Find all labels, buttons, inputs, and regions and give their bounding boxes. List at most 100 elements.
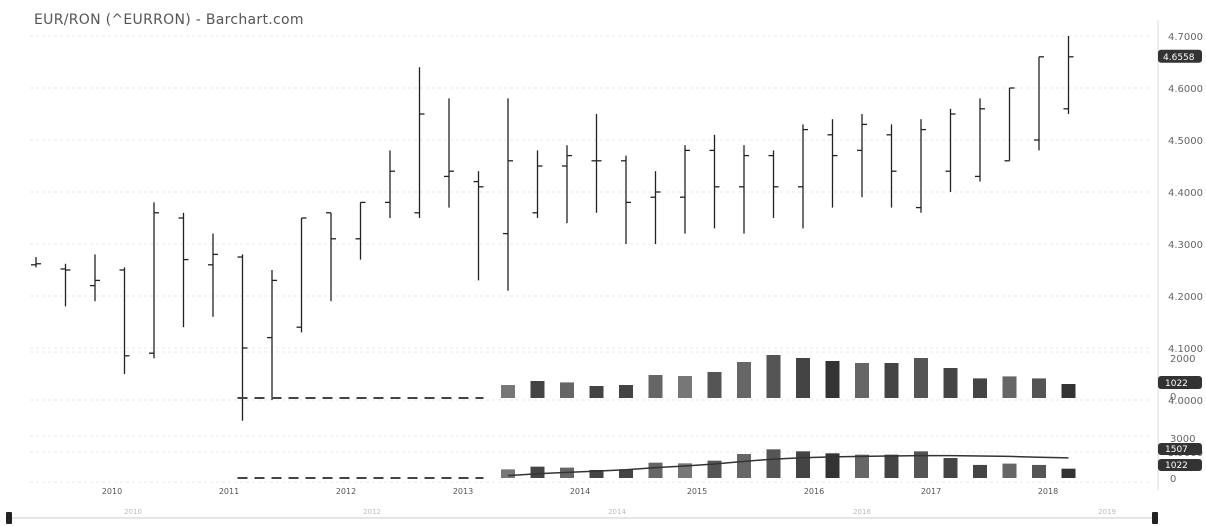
volume-bar	[737, 362, 751, 398]
ohlc-bar	[355, 201, 366, 260]
ohlc-bar	[916, 119, 926, 213]
volume-bar	[1032, 378, 1046, 398]
volume-bar	[943, 368, 958, 398]
panel-2-tick-label: 2000	[1170, 354, 1195, 365]
volume-bar	[855, 454, 869, 478]
volume-bar	[766, 449, 781, 478]
ohlc-bar	[798, 124, 808, 229]
x-tick-label: 2010	[102, 487, 122, 496]
volume-bar	[855, 363, 869, 398]
y-tick-label: 4.2000	[1168, 292, 1203, 303]
volume-bar	[589, 470, 604, 478]
volume-bar	[648, 462, 663, 478]
axes: 4.7000 4.6000 4.5000 4.4000 4.3000 4.2000 4.10…	[10, 32, 1203, 519]
ohlc-bar	[385, 150, 395, 218]
ohlc-bar	[1034, 56, 1044, 151]
volume-bar	[560, 382, 574, 398]
volume-bar	[1002, 376, 1017, 398]
volume-bar	[796, 451, 810, 478]
panel-2-bars	[237, 355, 1076, 399]
volume-bar	[825, 361, 840, 398]
navigator-tick-label: 2014	[608, 508, 626, 516]
ohlc-bar	[650, 171, 661, 244]
gridlines	[30, 20, 1159, 490]
volume-bar	[619, 385, 633, 398]
ohlc-bar	[60, 263, 71, 307]
volume-bar	[619, 469, 633, 478]
panel-3-badge-1-text: 1507	[1165, 445, 1188, 455]
ohlc-bar	[945, 108, 956, 192]
panel-2-tick-label: 0	[1170, 392, 1176, 403]
ohlc-bar	[1063, 36, 1074, 114]
ohlc-bar	[827, 119, 838, 208]
ohlc-bar	[178, 212, 189, 328]
volume-bar	[1002, 463, 1017, 478]
volume-bar	[737, 454, 751, 478]
ohlc-bar	[444, 98, 454, 208]
y-tick-label: 4.3000	[1168, 240, 1203, 251]
ohlc-bar	[680, 145, 690, 234]
volume-bar	[973, 464, 987, 478]
x-tick-label: 2014	[570, 487, 590, 496]
left-range-handle[interactable]	[6, 512, 12, 524]
volume-bar	[914, 451, 928, 478]
ohlc-bar	[591, 114, 602, 213]
volume-bar	[1061, 468, 1076, 478]
x-tick-label: 2018	[1038, 487, 1058, 496]
navigator-tick-label: 2010	[124, 508, 142, 516]
ohlc-bar	[90, 254, 100, 302]
y-tick-label: 4.1000	[1168, 344, 1203, 355]
volume-bar	[973, 378, 987, 398]
ohlc-bar	[414, 67, 425, 218]
volume-bar	[884, 363, 899, 398]
panel-3-tick-label: 3000	[1170, 434, 1195, 445]
volume-bar	[943, 458, 958, 478]
ohlc-bar	[326, 212, 336, 302]
navigator-tick-label: 2016	[853, 508, 871, 516]
volume-bar	[914, 358, 928, 398]
panel-3-badge-2	[1158, 459, 1202, 471]
ohlc-bar	[208, 233, 218, 317]
ohlc-bar	[975, 98, 985, 182]
ohlc-bar	[768, 150, 779, 218]
panel-2-badge	[1158, 376, 1202, 389]
navigator-tick-label: 2012	[363, 508, 381, 516]
panel-3-tick-label: 0	[1170, 474, 1176, 485]
volume-bar	[530, 466, 545, 478]
y-tick-label: 4.0000	[1168, 396, 1203, 407]
ohlc-bar	[857, 114, 867, 198]
ohlc-bar	[886, 124, 897, 208]
volume-bar	[707, 372, 722, 398]
ohlc-bar	[621, 155, 631, 244]
volume-average-line	[507, 454, 1069, 477]
panel-2-badge-text: 1022	[1165, 379, 1188, 389]
volume-bar	[1032, 464, 1046, 478]
y-tick-label: 4.6000	[1168, 84, 1203, 95]
ohlc-bar	[119, 267, 130, 374]
volume-bar	[678, 463, 692, 478]
chart-title: EUR/RON (^EURRON) - Barchart.com	[34, 12, 304, 28]
panel-3-bars	[237, 449, 1076, 479]
volume-bar	[530, 381, 545, 398]
volume-bar	[648, 375, 663, 398]
volume-bar	[825, 453, 840, 478]
ohlc-bar	[267, 270, 277, 400]
ohlc-bar	[503, 98, 513, 291]
ohlc-bar	[532, 150, 543, 218]
x-tick-label: 2013	[453, 487, 473, 496]
right-range-handle[interactable]	[1152, 512, 1158, 524]
x-tick-label: 2016	[804, 487, 824, 496]
ohlc-bar	[149, 202, 159, 359]
volume-bar	[678, 376, 692, 398]
volume-bar	[884, 454, 899, 478]
volume-bar	[1061, 384, 1076, 398]
panel-3-badge-2-text: 1022	[1165, 461, 1188, 471]
y-tick-label: 4.5000	[1168, 136, 1203, 147]
volume-bar	[707, 460, 722, 478]
volume-bar	[501, 469, 515, 478]
ohlc-bar	[1004, 87, 1015, 162]
navigator-tick-label: 2019	[1098, 508, 1116, 516]
ohlc-bar	[562, 145, 572, 224]
y-tick-label: 4.7000	[1168, 32, 1203, 43]
panel-3-badge-1	[1158, 443, 1202, 455]
